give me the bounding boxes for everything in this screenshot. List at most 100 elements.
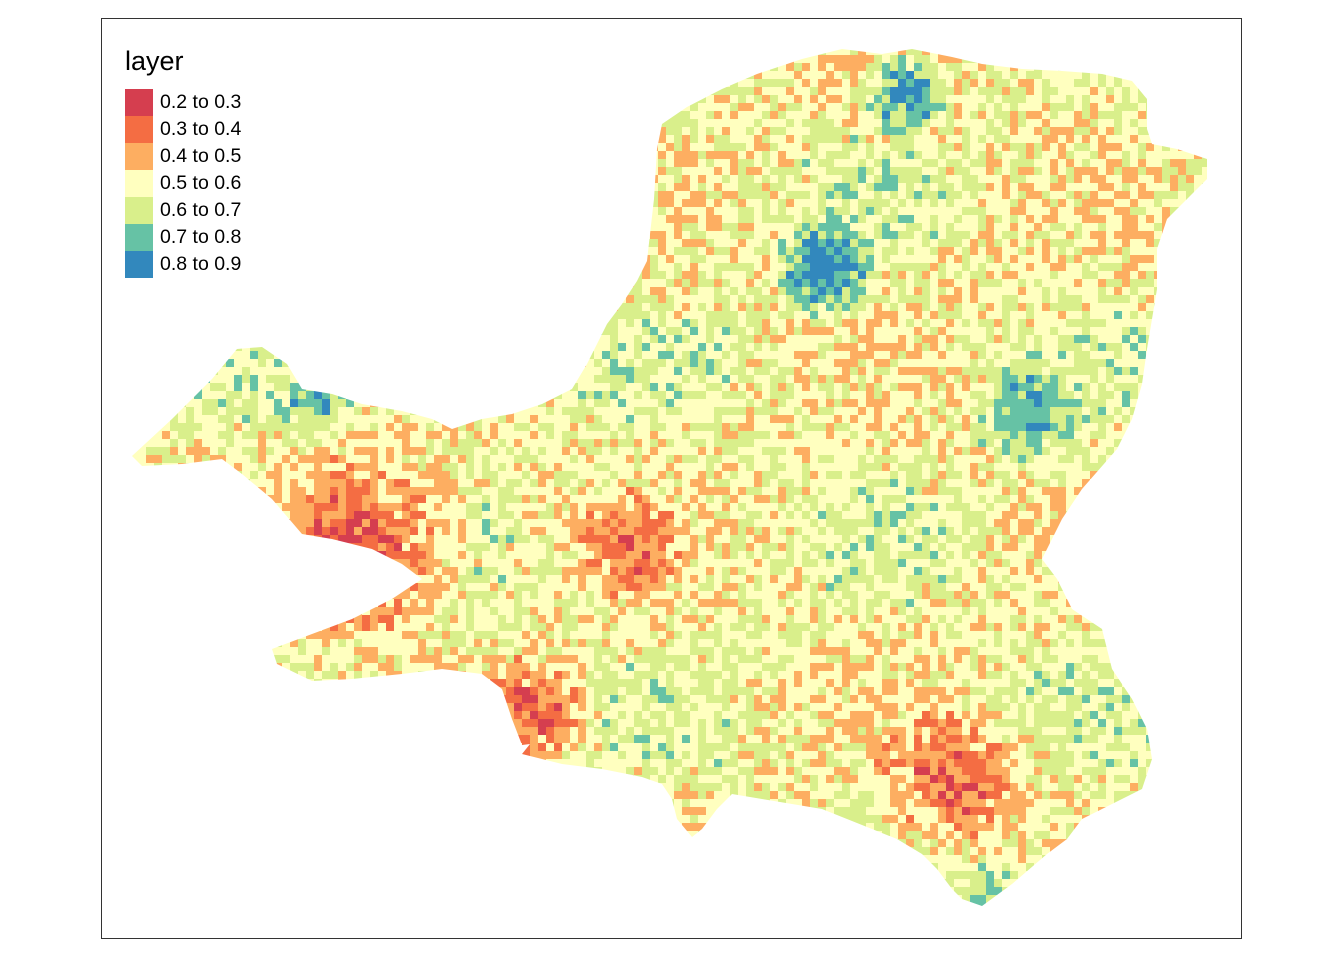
raster-cell	[618, 255, 626, 263]
raster-cell	[362, 255, 370, 263]
raster-cell	[1106, 55, 1114, 63]
raster-cell	[442, 223, 450, 231]
raster-cell	[1042, 287, 1050, 295]
raster-cell	[626, 79, 634, 87]
raster-cell	[266, 95, 274, 103]
raster-cell	[746, 79, 754, 87]
raster-cell	[338, 151, 346, 159]
raster-cell	[754, 303, 762, 311]
raster-cell	[626, 279, 634, 287]
raster-cell	[1090, 223, 1098, 231]
raster-cell	[506, 295, 514, 303]
raster-cell	[258, 175, 266, 183]
raster-cell	[282, 287, 290, 295]
raster-cell	[1170, 87, 1178, 95]
raster-cell	[650, 215, 658, 223]
raster-cell	[770, 39, 778, 47]
raster-cell	[922, 119, 930, 127]
raster-cell	[890, 103, 898, 111]
raster-cell	[146, 319, 154, 327]
raster-cell	[498, 159, 506, 167]
raster-cell	[794, 183, 802, 191]
raster-cell	[314, 87, 322, 95]
raster-cell	[1154, 87, 1162, 95]
raster-cell	[402, 49, 410, 55]
raster-cell	[1002, 271, 1010, 279]
raster-cell	[1154, 215, 1162, 223]
raster-cell	[794, 127, 802, 135]
raster-cell	[842, 135, 850, 143]
raster-cell	[1106, 143, 1114, 151]
raster-cell	[1066, 127, 1074, 135]
raster-cell	[530, 319, 538, 327]
raster-cell	[338, 87, 346, 95]
raster-cell	[1074, 287, 1082, 295]
raster-cell	[1042, 63, 1050, 71]
raster-cell	[826, 103, 834, 111]
raster-cell	[762, 159, 770, 167]
raster-cell	[346, 247, 354, 255]
raster-cell	[1050, 87, 1058, 95]
raster-cell	[802, 151, 810, 159]
raster-cell	[394, 143, 402, 151]
raster-cell	[826, 127, 834, 135]
raster-cell	[242, 327, 250, 335]
raster-cell	[618, 143, 626, 151]
raster-cell	[394, 103, 402, 111]
raster-cell	[242, 311, 250, 319]
raster-cell	[154, 311, 162, 319]
raster-cell	[978, 287, 986, 295]
raster-cell	[490, 247, 498, 255]
raster-cell	[818, 49, 826, 55]
raster-cell	[386, 49, 394, 55]
raster-cell	[698, 55, 706, 63]
raster-cell	[858, 183, 866, 191]
raster-cell	[1138, 87, 1146, 95]
raster-cell	[274, 215, 282, 223]
raster-cell	[482, 103, 490, 111]
raster-cell	[946, 255, 954, 263]
raster-cell	[394, 231, 402, 239]
raster-cell	[850, 95, 858, 103]
raster-cell	[994, 95, 1002, 103]
raster-cell	[1074, 263, 1082, 271]
raster-cell	[498, 63, 506, 71]
raster-cell	[730, 287, 738, 295]
raster-cell	[1146, 223, 1154, 231]
raster-cell	[994, 215, 1002, 223]
raster-cell	[770, 191, 778, 199]
raster-cell	[1050, 151, 1058, 159]
raster-cell	[1154, 143, 1162, 151]
raster-cell	[506, 191, 514, 199]
raster-cell	[626, 295, 634, 303]
raster-cell	[1010, 183, 1018, 191]
raster-cell	[362, 199, 370, 207]
raster-cell	[610, 49, 618, 55]
raster-cell	[810, 87, 818, 95]
raster-cell	[786, 143, 794, 151]
raster-cell	[330, 311, 338, 319]
raster-cell	[898, 231, 906, 239]
raster-cell	[698, 119, 706, 127]
raster-cell	[1146, 271, 1154, 279]
raster-cell	[586, 175, 594, 183]
raster-cell	[1050, 143, 1058, 151]
raster-cell	[754, 143, 762, 151]
raster-cell	[994, 111, 1002, 119]
raster-cell	[930, 223, 938, 231]
raster-cell	[1026, 87, 1034, 95]
raster-cell	[898, 223, 906, 231]
raster-cell	[578, 49, 586, 55]
raster-cell	[266, 327, 274, 335]
raster-cell	[242, 279, 250, 287]
raster-cell	[610, 151, 618, 159]
raster-cell	[1026, 151, 1034, 159]
raster-cell	[378, 159, 386, 167]
raster-cell	[786, 215, 794, 223]
raster-cell	[562, 71, 570, 79]
raster-cell	[514, 215, 522, 223]
raster-cell	[1138, 215, 1146, 223]
raster-cell	[842, 295, 850, 303]
raster-cell	[1210, 287, 1218, 295]
raster-cell	[442, 55, 450, 63]
